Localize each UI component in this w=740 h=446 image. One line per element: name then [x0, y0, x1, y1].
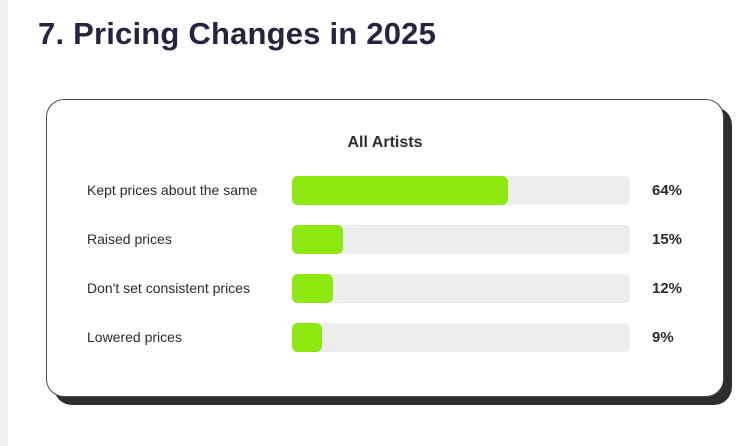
- bar-label: Raised prices: [87, 231, 172, 248]
- bar-fill: [292, 176, 509, 205]
- bar-track: [292, 274, 630, 303]
- chart-row: Lowered prices 9%: [87, 323, 683, 352]
- bar-value: 64%: [652, 182, 683, 199]
- chart-row: Kept prices about the same 64%: [87, 176, 683, 205]
- bar-label: Lowered prices: [87, 329, 182, 346]
- bar-track: [292, 323, 630, 352]
- chart-row: Don't set consistent prices 12%: [87, 274, 683, 303]
- bar-label: Kept prices about the same: [87, 182, 258, 199]
- bar-value: 15%: [652, 231, 683, 248]
- page-title: 7. Pricing Changes in 2025: [38, 16, 437, 51]
- bar-value: 12%: [652, 280, 683, 297]
- bar-track: [292, 225, 630, 254]
- chart-row: Raised prices 15%: [87, 225, 683, 254]
- bar-fill: [292, 323, 323, 352]
- chart-card: All Artists Kept prices about the same 64…: [46, 99, 724, 397]
- bar-track: [292, 176, 630, 205]
- left-edge-strip: [0, 0, 8, 446]
- bar-fill: [292, 225, 343, 254]
- bar-value: 9%: [652, 329, 674, 346]
- bar-label: Don't set consistent prices: [87, 280, 250, 297]
- chart-card-header: All Artists: [347, 134, 423, 151]
- bar-chart: Kept prices about the same 64% Raised pric…: [87, 176, 683, 352]
- bar-fill: [292, 274, 333, 303]
